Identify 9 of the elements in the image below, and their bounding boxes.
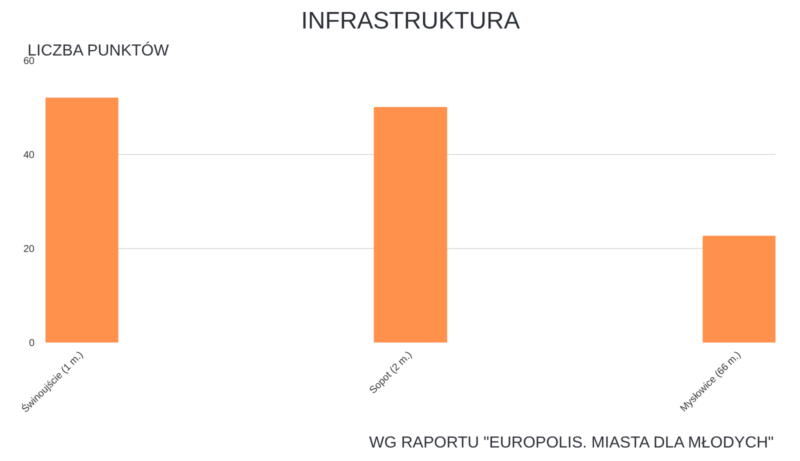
text: WG RAPORTU "EUROPOLIS. MIASTA DLA MŁODYCH" xyxy=(369,434,774,452)
y-tick-label: 20 xyxy=(23,244,35,255)
bar xyxy=(374,107,448,342)
y-tick-label: 0 xyxy=(28,338,35,349)
y-tick-label: 60 xyxy=(23,56,35,67)
chart-title: INFRASTRUKTURA xyxy=(301,8,520,34)
bar xyxy=(702,236,776,342)
y-tick-label: 40 xyxy=(23,150,35,161)
bar xyxy=(46,98,118,342)
